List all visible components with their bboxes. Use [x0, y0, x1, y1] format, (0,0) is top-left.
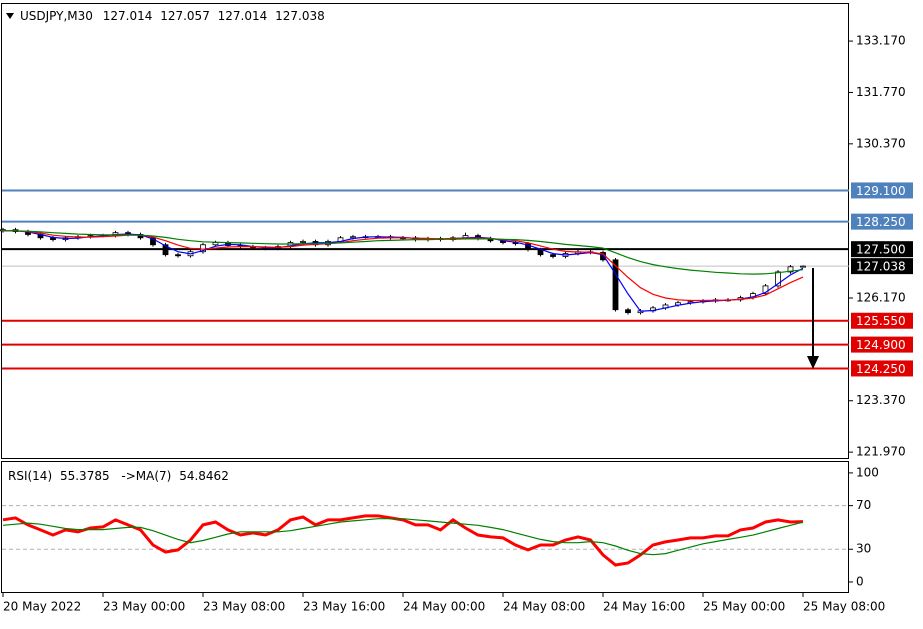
series-line [3, 230, 804, 275]
level-label: 124.900 [856, 338, 906, 352]
y-tick-label: 130.370 [856, 136, 906, 150]
x-tick-label: 24 May 00:00 [403, 600, 485, 614]
y-tick-label: 100 [856, 465, 879, 479]
series-line [2, 514, 804, 567]
arrow-head [807, 356, 819, 369]
x-tick-label: 23 May 08:00 [203, 600, 285, 614]
x-tick-label: 24 May 16:00 [603, 600, 685, 614]
x-tick-label: 24 May 08:00 [503, 600, 585, 614]
level-label-box [851, 182, 913, 199]
candle-body [550, 254, 556, 257]
candle-body [800, 265, 806, 268]
level-label-box [851, 241, 913, 258]
plot-layer: 133.170 131.770 130.370 126.170 123.370 121.9… [0, 34, 913, 614]
candle-body [150, 237, 156, 246]
y-tick-label: 131.770 [856, 85, 906, 99]
ma-value: 54.8462 [179, 469, 229, 483]
rsi-header: RSI(14) 55.3785 ->MA(7) 54.8462 [8, 469, 229, 483]
rsi-value: 55.3785 [60, 469, 110, 483]
y-tick-label: 30 [856, 542, 871, 556]
candle-body [612, 259, 619, 311]
level-label-box [851, 258, 913, 275]
level-label-box [851, 336, 913, 353]
level-label: 128.250 [856, 215, 906, 229]
candle-body [525, 243, 531, 250]
rsi-title: RSI(14) [8, 469, 52, 483]
level-label-box [851, 213, 913, 230]
price-panel [1, 3, 849, 459]
candle-body [775, 271, 781, 287]
candle-body [212, 242, 219, 246]
level-label: 127.038 [856, 260, 906, 274]
candle-body [300, 241, 306, 243]
level-label-box [851, 360, 913, 377]
y-tick-label: 123.370 [856, 393, 906, 407]
y-tick-label: 70 [856, 498, 871, 512]
candle-body [175, 254, 181, 257]
x-tick-label: 25 May 00:00 [703, 600, 785, 614]
candle-body [762, 285, 769, 294]
quote-open: 127.014 [103, 9, 153, 23]
x-tick-label: 23 May 16:00 [303, 600, 385, 614]
candle-body [162, 244, 169, 256]
y-tick-label: 126.170 [856, 290, 906, 304]
level-label: 124.250 [856, 362, 906, 376]
x-tick-label: 25 May 08:00 [803, 600, 885, 614]
candle-body [350, 236, 356, 239]
y-tick-label: 133.170 [856, 34, 906, 48]
candle-body [787, 266, 794, 273]
chart-header: USDJPY,M30 127.014 127.057 127.014 127.0… [20, 9, 325, 23]
x-tick-label: 23 May 00:00 [103, 600, 185, 614]
quote-high: 127.057 [160, 9, 210, 23]
level-label: 127.500 [856, 243, 906, 257]
symbol-title: USDJPY,M30 [20, 9, 93, 23]
rsi-panel [1, 461, 849, 593]
candle-body [625, 309, 631, 314]
ma-label: ->MA(7) [121, 469, 171, 483]
y-tick-label: 121.970 [856, 445, 906, 459]
y-tick-label: 0 [856, 574, 864, 588]
quote-close: 127.038 [275, 9, 325, 23]
level-label: 125.550 [856, 314, 906, 328]
level-label: 129.100 [856, 184, 906, 198]
candle-body [200, 244, 206, 253]
menu-triangle [6, 13, 14, 19]
series-line [2, 518, 804, 556]
level-label-box [851, 312, 913, 329]
x-tick-label: 20 May 2022 [3, 600, 81, 614]
quote-low: 127.014 [218, 9, 268, 23]
